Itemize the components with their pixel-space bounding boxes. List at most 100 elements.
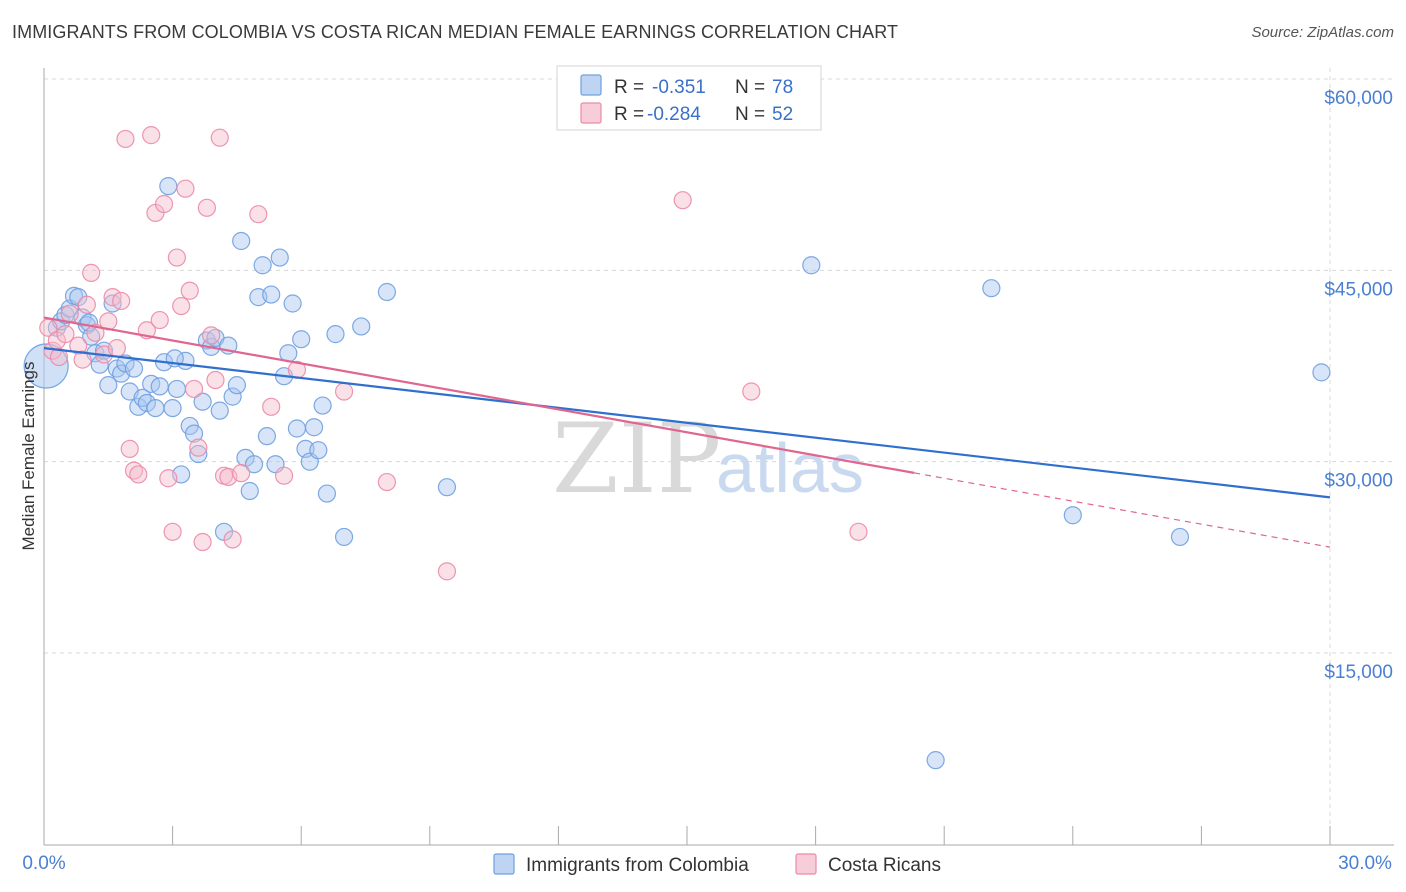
colombia-point-26 <box>159 177 178 196</box>
colombia-point-34 <box>193 392 212 411</box>
y-tick-label-0: $15,000 <box>1324 662 1393 683</box>
colombia-point-18 <box>124 359 144 378</box>
costa-rica-point-28 <box>176 179 195 198</box>
legend-swatch-blue <box>580 74 602 96</box>
legend-n-label-2: N = <box>735 104 765 125</box>
costa-rica-point-20 <box>142 126 161 145</box>
colombia-point-42 <box>227 376 246 395</box>
colombia-point-73 <box>1170 527 1190 547</box>
costa-rica-point-31 <box>189 438 208 457</box>
colombia-point-71 <box>982 279 1001 298</box>
costa-rica-point-49 <box>742 382 761 401</box>
colombia-point-61 <box>309 441 328 460</box>
legend-swatch-pink <box>580 102 602 124</box>
watermark-zip: ZIP <box>552 403 721 515</box>
costa-rica-point-25 <box>163 522 182 541</box>
costa-rica-point-12 <box>103 288 122 307</box>
costa-rica-point-30 <box>184 379 204 399</box>
costa-rica-point-14 <box>112 291 131 311</box>
colombia-point-46 <box>244 455 264 474</box>
legend-r-label-2: R = <box>614 104 644 125</box>
y-tick-label-1: $30,000 <box>1324 471 1393 492</box>
trend-lines <box>43 316 1331 548</box>
y-tick-label-2: $45,000 <box>1324 279 1393 300</box>
colombia-point-28 <box>167 379 186 399</box>
colombia-trend-line <box>43 347 1331 499</box>
costa-rica-point-29 <box>180 281 199 300</box>
colombia-point-72 <box>1063 506 1082 525</box>
costa-rica-point-15 <box>116 129 135 149</box>
x-tick-label-min: 0.0% <box>22 853 65 874</box>
colombia-point-24 <box>150 377 169 396</box>
costa-rica-point-35 <box>206 370 225 390</box>
costa-rica-point-39 <box>223 530 242 549</box>
colombia-point-27 <box>163 398 182 418</box>
axes <box>43 68 1394 846</box>
colombia-point-70 <box>926 751 945 770</box>
bottom-legend-swatch-colombia <box>493 853 515 875</box>
watermark: ZIP atlas <box>552 403 864 515</box>
costa-rica-point-33 <box>197 198 216 217</box>
costa-rica-point-51 <box>49 347 69 367</box>
series-costa-rica-points <box>39 126 868 581</box>
costa-rica-point-24 <box>159 469 178 488</box>
costa-rica-point-23 <box>154 194 174 214</box>
costa-rica-point-26 <box>167 248 186 267</box>
costa-rica-point-13 <box>107 339 126 358</box>
colombia-point-69 <box>802 256 821 275</box>
colombia-point-52 <box>270 248 289 267</box>
costa-rica-point-3 <box>56 325 75 344</box>
colombia-point-74 <box>1312 363 1331 382</box>
y-tick-labels: $15,000 $30,000 $45,000 $60,000 <box>1324 88 1393 683</box>
costa-rica-point-36 <box>210 128 229 147</box>
colombia-point-48 <box>253 256 272 275</box>
costa-rica-point-5 <box>69 336 88 355</box>
colombia-point-32 <box>184 424 204 443</box>
colombia-point-68 <box>437 478 457 497</box>
colombia-point-33 <box>189 444 208 464</box>
colombia-point-60 <box>304 418 324 437</box>
colombia-point-43 <box>232 231 251 251</box>
colombia-point-57 <box>292 330 311 349</box>
costa-rica-point-18 <box>129 465 148 484</box>
colombia-point-65 <box>334 527 354 547</box>
costa-rica-point-41 <box>249 205 268 224</box>
legend-r-label-1: R = <box>614 77 644 98</box>
legend-r-value-2: -0.284 <box>647 104 701 125</box>
colombia-point-21 <box>137 393 156 413</box>
costa-rica-point-40 <box>232 464 251 483</box>
costa-rica-point-22 <box>150 310 169 330</box>
colombia-point-10 <box>90 355 109 374</box>
colombia-point-12 <box>99 376 118 395</box>
colombia-point-63 <box>317 484 337 503</box>
costa-rica-point-16 <box>120 439 139 459</box>
colombia-point-23 <box>146 398 165 418</box>
source-credit: Source: ZipAtlas.com <box>1251 24 1394 41</box>
costa-rica-point-46 <box>377 472 397 492</box>
legend-n-value-2: 52 <box>772 104 793 125</box>
costa-rica-point-32 <box>193 532 212 552</box>
costa-rica-point-6 <box>73 350 92 369</box>
colombia-point-41 <box>223 387 242 406</box>
costa-rica-point-34 <box>202 326 221 345</box>
bottom-legend-colombia: Immigrants from Colombia <box>526 855 749 876</box>
costa-rica-point-48 <box>673 191 692 210</box>
y-axis-label: Median Female Earnings <box>19 362 38 551</box>
y-tick-label-3: $60,000 <box>1324 88 1393 109</box>
colombia-point-66 <box>352 317 371 336</box>
colombia-point-62 <box>313 396 332 415</box>
costa-rica-point-45 <box>334 382 354 401</box>
costa-rica-trend-line <box>43 316 915 474</box>
series-legend: Immigrants from Colombia Costa Ricans <box>493 853 941 876</box>
costa-rica-point-42 <box>262 397 281 416</box>
colombia-point-67 <box>377 282 397 302</box>
costa-rica-point-47 <box>437 562 457 581</box>
x-tick-labels: 0.0% 30.0% <box>22 853 1392 874</box>
bottom-legend-costa-rica: Costa Ricans <box>828 855 941 876</box>
colombia-point-38 <box>210 401 229 420</box>
colombia-point-45 <box>240 481 259 501</box>
legend-r-value-1: -0.351 <box>652 77 706 98</box>
costa-rica-point-43 <box>274 466 294 485</box>
costa-rica-point-8 <box>82 263 101 282</box>
